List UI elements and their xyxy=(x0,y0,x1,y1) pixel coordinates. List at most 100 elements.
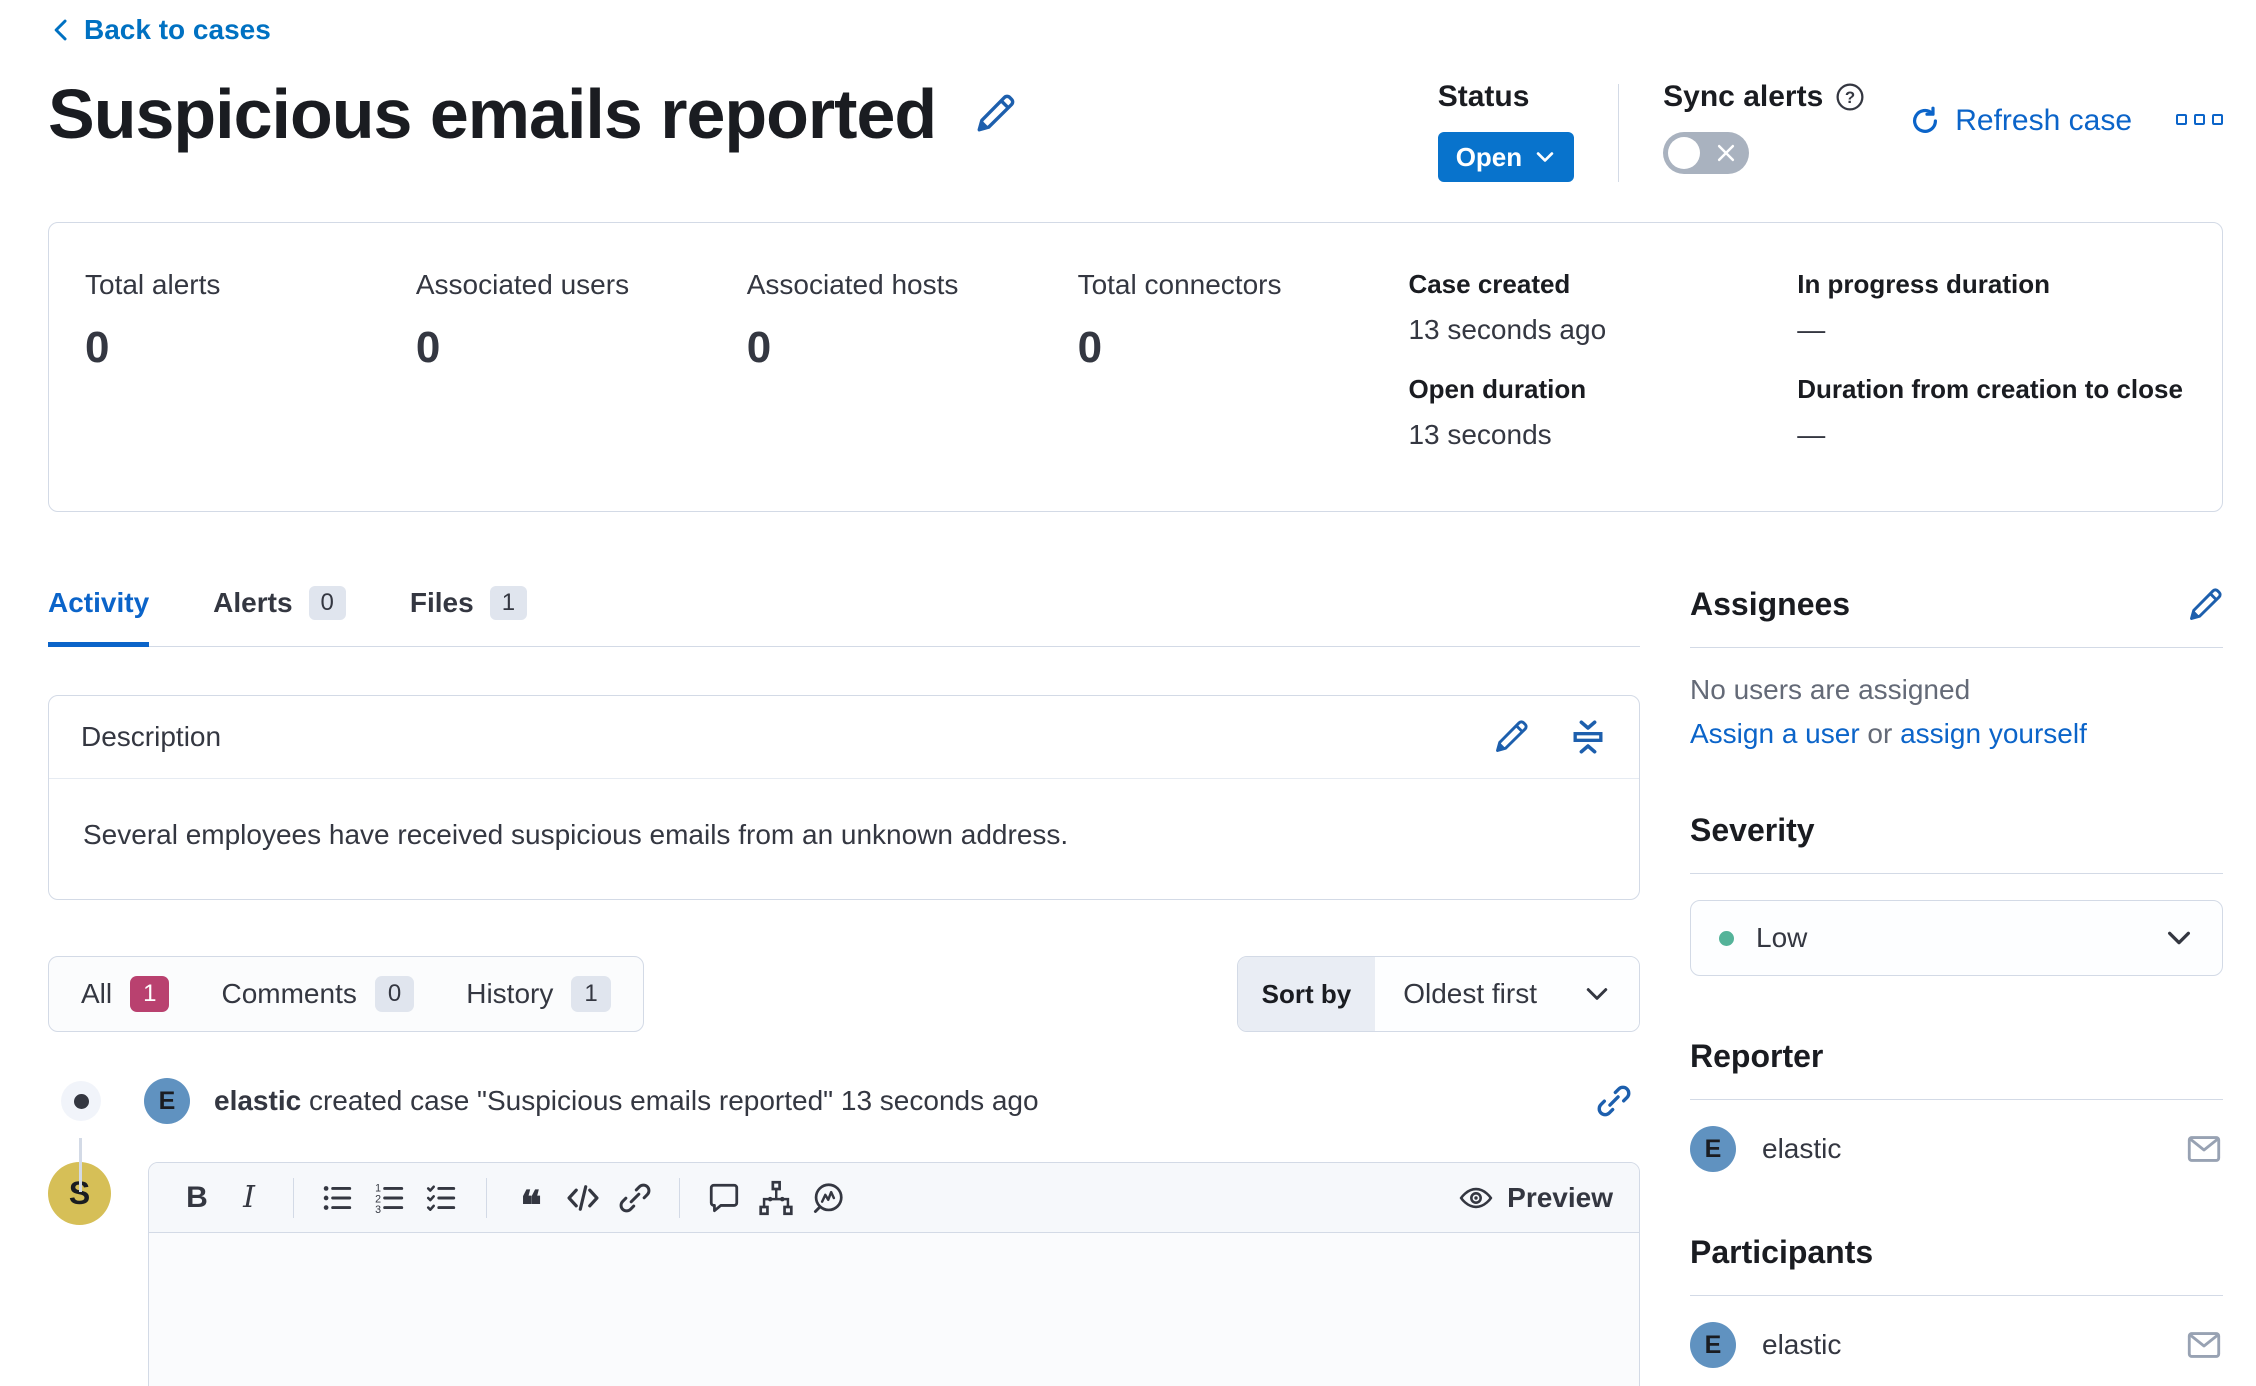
boxes-horizontal-icon xyxy=(2176,114,2187,125)
status-dropdown[interactable]: Open xyxy=(1438,132,1574,182)
description-panel: Description Several employees have recei… xyxy=(48,695,1640,900)
divider xyxy=(1690,873,2223,874)
eye-icon xyxy=(1459,1181,1493,1215)
case-detail-page: Back to cases Suspicious emails reported… xyxy=(0,0,2256,1386)
assign-a-user-link[interactable]: Assign a user xyxy=(1690,718,1860,749)
participant-username: elastic xyxy=(1762,1329,2159,1361)
participants-section: Participants E elastic xyxy=(1690,1234,2223,1368)
assign-yourself-link[interactable]: assign yourself xyxy=(1900,718,2087,749)
chevron-down-icon xyxy=(2164,923,2194,953)
case-durations-column: In progress duration — Duration from cre… xyxy=(1797,269,2186,465)
username: elastic xyxy=(214,1085,301,1116)
toolbar-divider xyxy=(679,1178,680,1218)
metric-associated-users: Associated users 0 xyxy=(416,269,747,465)
link-button[interactable] xyxy=(613,1174,657,1222)
sort-order-select[interactable]: Oldest first xyxy=(1375,957,1639,1031)
tab-activity[interactable]: Activity xyxy=(48,586,149,646)
metric-total-connectors: Total connectors 0 xyxy=(1078,269,1409,465)
case-sidebar: Assignees No users are assigned Assign a… xyxy=(1690,586,2223,1386)
chevron-down-icon xyxy=(1534,146,1556,168)
back-to-cases-link[interactable]: Back to cases xyxy=(48,14,271,46)
files-count-badge: 1 xyxy=(490,586,527,620)
ordered-list-button[interactable]: 123 xyxy=(368,1174,412,1222)
checklist-button[interactable] xyxy=(420,1174,464,1222)
reporter-username: elastic xyxy=(1762,1133,2159,1165)
italic-button[interactable]: I xyxy=(227,1174,271,1222)
collapse-description-icon[interactable] xyxy=(1569,718,1607,756)
timeline-dot-icon xyxy=(61,1081,101,1121)
case-tabs: Activity Alerts 0 Files 1 xyxy=(48,586,1640,647)
no-assignees-text: No users are assigned xyxy=(1690,674,2223,706)
edit-assignees-button[interactable] xyxy=(2187,587,2223,623)
sync-alerts-block: Sync alerts ? xyxy=(1663,80,1865,174)
preview-button[interactable]: Preview xyxy=(1459,1181,1613,1215)
reporter-user-row: E elastic xyxy=(1690,1126,2223,1172)
status-block: Status Open xyxy=(1438,80,1574,182)
description-text: Several employees have received suspicio… xyxy=(49,779,1639,899)
case-main-column: Activity Alerts 0 Files 1 Description xyxy=(48,586,1640,1386)
severity-title: Severity xyxy=(1690,812,1815,849)
comments-count-badge: 0 xyxy=(375,976,414,1012)
chevron-down-icon xyxy=(1583,980,1611,1008)
editor-toolbar: B I 123 xyxy=(149,1163,1639,1233)
severity-select[interactable]: Low xyxy=(1690,900,2223,976)
svg-text:?: ? xyxy=(1845,88,1855,107)
bold-button[interactable]: B xyxy=(175,1174,219,1222)
divider xyxy=(1690,1099,2223,1100)
quote-button[interactable]: ❝ xyxy=(509,1174,553,1222)
refresh-case-button[interactable]: Refresh case xyxy=(1909,104,2132,138)
case-header: Suspicious emails reported Status Open S… xyxy=(48,72,2223,182)
edit-title-button[interactable] xyxy=(974,93,1016,135)
header-divider xyxy=(1618,84,1619,182)
divider xyxy=(1690,647,2223,648)
sync-alerts-label: Sync alerts xyxy=(1663,80,1823,114)
avatar: E xyxy=(1690,1322,1736,1368)
timeline-event-text: elastic created case "Suspicious emails … xyxy=(214,1085,1596,1117)
metric-associated-hosts: Associated hosts 0 xyxy=(747,269,1078,465)
avatar: E xyxy=(144,1078,190,1124)
tab-files[interactable]: Files 1 xyxy=(410,586,527,646)
toggle-off-x-icon xyxy=(1715,142,1737,164)
tab-alerts[interactable]: Alerts 0 xyxy=(213,586,346,646)
sync-alerts-toggle[interactable] xyxy=(1663,132,1749,174)
description-title: Description xyxy=(81,721,221,753)
filter-all-button[interactable]: All 1 xyxy=(55,957,195,1031)
reporter-title: Reporter xyxy=(1690,1038,1823,1075)
comment-button[interactable] xyxy=(702,1174,746,1222)
code-button[interactable] xyxy=(561,1174,605,1222)
toggle-knob xyxy=(1668,137,1700,169)
metric-total-alerts: Total alerts 0 xyxy=(85,269,416,465)
copy-link-icon[interactable] xyxy=(1596,1083,1632,1119)
add-comment-section: S B I 123 xyxy=(48,1162,1640,1386)
edit-description-button[interactable] xyxy=(1493,719,1529,755)
sort-control: Sort by Oldest first xyxy=(1237,956,1640,1032)
more-actions-button[interactable] xyxy=(2176,114,2223,125)
filter-comments-button[interactable]: Comments 0 xyxy=(195,957,440,1031)
assignees-section: Assignees No users are assigned Assign a… xyxy=(1690,586,2223,750)
participants-title: Participants xyxy=(1690,1234,1873,1271)
email-icon[interactable] xyxy=(2185,1326,2223,1364)
comment-textarea[interactable] xyxy=(149,1233,1639,1386)
case-stats-card: Total alerts 0 Associated users 0 Associ… xyxy=(48,222,2223,512)
email-icon[interactable] xyxy=(2185,1130,2223,1168)
investigate-chart-button[interactable] xyxy=(806,1174,850,1222)
help-icon[interactable]: ? xyxy=(1835,82,1865,112)
boxes-horizontal-icon xyxy=(2212,114,2223,125)
svg-text:3: 3 xyxy=(375,1203,381,1214)
unordered-list-button[interactable] xyxy=(316,1174,360,1222)
timeline-connector xyxy=(79,1138,82,1192)
filter-history-button[interactable]: History 1 xyxy=(440,957,636,1031)
history-count-badge: 1 xyxy=(571,976,610,1012)
boxes-horizontal-icon xyxy=(2194,114,2205,125)
divider xyxy=(1690,1295,2223,1296)
participant-user-row: E elastic xyxy=(1690,1322,2223,1368)
page-title: Suspicious emails reported xyxy=(48,72,936,156)
refresh-icon xyxy=(1909,105,1941,137)
activity-timeline: E elastic created case "Suspicious email… xyxy=(48,1078,1640,1386)
alerts-count-badge: 0 xyxy=(309,586,346,620)
toolbar-divider xyxy=(486,1178,487,1218)
timeline-diagram-button[interactable] xyxy=(754,1174,798,1222)
activity-filter-group: All 1 Comments 0 History 1 xyxy=(48,956,644,1032)
markdown-editor: B I 123 xyxy=(148,1162,1640,1386)
status-label: Status xyxy=(1438,80,1574,114)
